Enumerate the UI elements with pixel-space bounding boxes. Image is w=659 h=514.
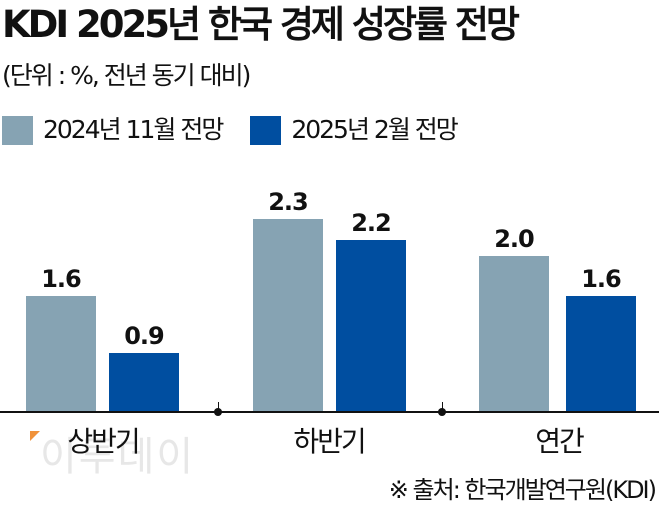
bar-h2-nov2024 (253, 219, 323, 412)
category-label-annual: 연간 (535, 425, 585, 458)
legend-item-feb-2025: 2025년 2월 전망 (250, 112, 459, 148)
legend-item-nov-2024: 2024년 11월 전망 (2, 112, 224, 148)
legend: 2024년 11월 전망 2025년 2월 전망 (2, 112, 485, 148)
bar-h1-nov2024 (26, 296, 96, 412)
legend-swatch-icon (250, 115, 282, 145)
watermark-mark-icon (30, 431, 40, 441)
category-label-h1: 상반기 (67, 425, 140, 458)
bar-value: 1.6 (41, 265, 82, 293)
bar-annual-nov2024 (479, 256, 549, 412)
bar-value: 2.0 (494, 225, 535, 253)
axis-divider-dot (438, 408, 446, 416)
source-note: ※ 출처: 한국개발연구원(KDI) (388, 476, 657, 504)
category-label-h2: 하반기 (293, 425, 366, 458)
legend-label: 2024년 11월 전망 (43, 115, 224, 144)
axis-divider-dot (214, 408, 222, 416)
x-axis (0, 411, 659, 413)
bar-value: 0.9 (124, 322, 165, 350)
bar-h1-feb2025 (109, 353, 179, 412)
chart-subtitle: (단위 : %, 전년 동기 대비) (2, 61, 251, 90)
legend-label: 2025년 2월 전망 (291, 115, 458, 144)
bar-value: 2.2 (351, 209, 392, 237)
bar-h2-feb2025 (336, 240, 406, 412)
bar-value: 2.3 (268, 188, 309, 216)
bar-annual-feb2025 (566, 296, 636, 412)
bar-value: 1.6 (581, 265, 622, 293)
legend-swatch-icon (2, 115, 33, 145)
axis-tick (218, 402, 219, 410)
axis-tick (442, 402, 443, 410)
chart-title: KDI 2025년 한국 경제 성장률 전망 (2, 3, 520, 46)
